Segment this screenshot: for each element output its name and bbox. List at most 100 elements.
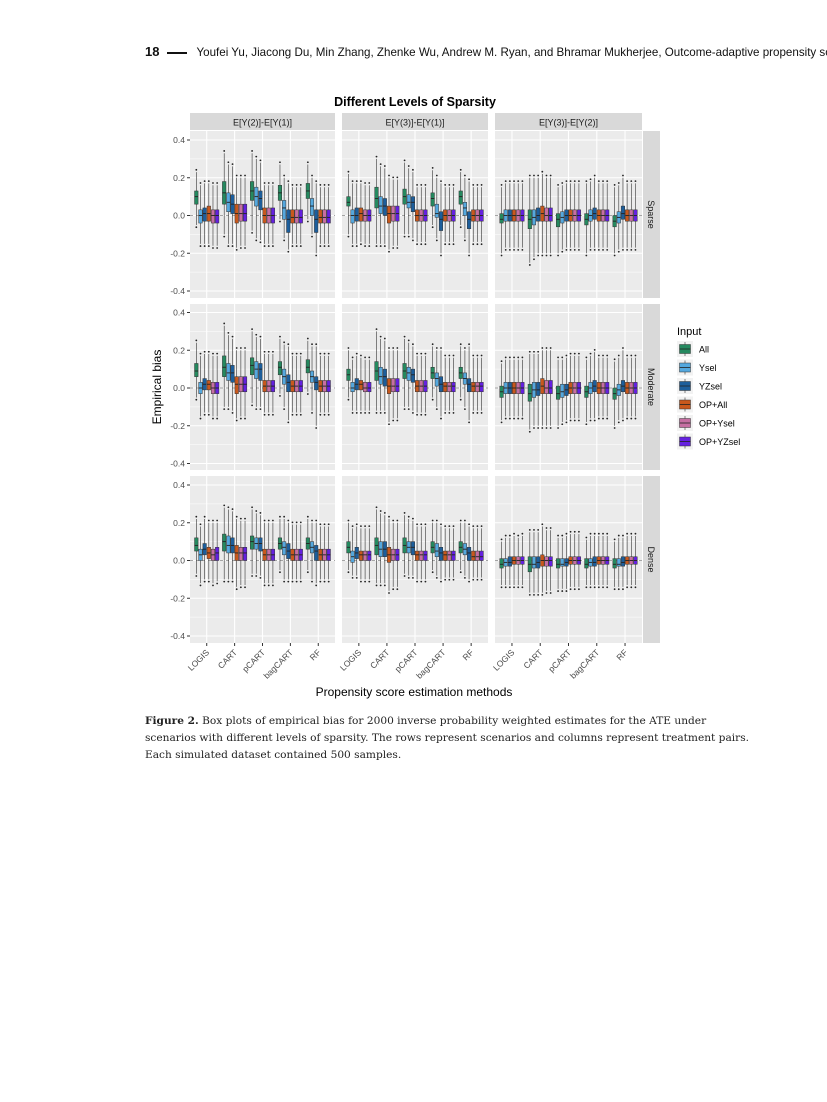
outlier-point xyxy=(420,580,423,583)
box-yzsel-pcart xyxy=(258,190,263,211)
outlier-point xyxy=(435,347,438,349)
box-ysel-bagcart xyxy=(282,200,287,220)
outlier-point xyxy=(416,413,418,416)
outlier-point xyxy=(327,184,330,186)
outlier-point xyxy=(480,243,483,246)
y-tick-label: 0.0 xyxy=(173,383,185,393)
outlier-point xyxy=(368,182,371,184)
outlier-point xyxy=(323,523,326,526)
outlier-point xyxy=(517,248,520,251)
outlier-point xyxy=(407,408,410,411)
outlier-point xyxy=(368,580,371,583)
box-ysel-pcart xyxy=(560,558,565,567)
outlier-point xyxy=(521,417,524,420)
outlier-point xyxy=(424,184,427,186)
box-op-ysel-bagcart xyxy=(294,209,299,224)
outlier-point xyxy=(444,525,447,528)
box-yzsel-pcart xyxy=(258,537,263,552)
outlier-point xyxy=(452,184,455,186)
outlier-point xyxy=(557,427,559,429)
outlier-point xyxy=(593,248,596,251)
outlier-point xyxy=(195,575,198,577)
outlier-point xyxy=(500,421,503,424)
outlier-point xyxy=(379,584,382,587)
outlier-point xyxy=(251,231,253,234)
outlier-point xyxy=(626,248,629,251)
outlier-point xyxy=(255,575,258,577)
box-yzsel-rf xyxy=(467,547,472,561)
outlier-point xyxy=(195,515,198,518)
outlier-point xyxy=(315,343,318,346)
outlier-point xyxy=(360,412,362,414)
outlier-point xyxy=(251,575,253,577)
outlier-point xyxy=(407,515,410,518)
outlier-point xyxy=(383,512,386,514)
outlier-point xyxy=(561,182,564,184)
outlier-point xyxy=(272,182,274,184)
outlier-point xyxy=(351,356,354,359)
box-op-ysel-cart xyxy=(544,556,549,567)
outlier-point xyxy=(480,525,483,528)
outlier-point xyxy=(216,182,219,184)
box-all-logis xyxy=(499,558,504,569)
outlier-point xyxy=(291,521,294,524)
outlier-point xyxy=(521,356,524,359)
outlier-point xyxy=(541,427,544,429)
outlier-point xyxy=(630,180,633,183)
outlier-point xyxy=(597,248,600,251)
outlier-point xyxy=(630,532,633,535)
outlier-point xyxy=(355,576,358,579)
box-ysel-bagcart xyxy=(434,203,439,218)
outlier-point xyxy=(528,264,531,266)
outlier-point xyxy=(431,398,434,401)
outlier-point xyxy=(573,248,576,251)
outlier-point xyxy=(351,412,354,414)
outlier-point xyxy=(319,523,322,526)
outlier-point xyxy=(606,248,609,251)
outlier-point xyxy=(239,347,242,349)
outlier-point xyxy=(573,352,576,355)
outlier-point xyxy=(480,354,483,357)
y-tick-label: 0.4 xyxy=(173,308,185,318)
outlier-point xyxy=(622,174,624,177)
outlier-point xyxy=(440,347,442,349)
outlier-point xyxy=(606,354,609,357)
outlier-point xyxy=(379,412,382,414)
outlier-point xyxy=(440,180,442,183)
outlier-point xyxy=(565,590,568,592)
outlier-point xyxy=(476,412,479,414)
box-op-yzsel-rf xyxy=(479,382,484,393)
facet-label-column: E[Y(3)]-E[Y(1)] xyxy=(385,118,444,128)
outlier-point xyxy=(199,523,202,526)
box-ysel-logis xyxy=(198,209,203,224)
box-yzsel-cart xyxy=(536,382,541,396)
outlier-point xyxy=(239,586,242,589)
outlier-point xyxy=(231,412,234,414)
caption-text: Box plots of empirical bias for 2000 inv… xyxy=(145,715,750,761)
outlier-point xyxy=(212,352,214,355)
outlier-point xyxy=(626,586,629,589)
outlier-point xyxy=(569,352,572,355)
legend-label: OP+YZsel xyxy=(699,437,740,447)
outlier-point xyxy=(500,538,503,541)
caption-label: Figure 2. xyxy=(145,715,199,727)
outlier-point xyxy=(459,168,462,171)
box-all-logis xyxy=(194,190,199,205)
outlier-point xyxy=(573,588,576,591)
outlier-point xyxy=(407,235,410,238)
outlier-point xyxy=(557,590,559,592)
outlier-point xyxy=(272,584,274,587)
outlier-point xyxy=(517,417,520,420)
outlier-point xyxy=(299,184,302,186)
box-op-all-logis xyxy=(358,380,363,391)
outlier-point xyxy=(424,580,427,583)
outlier-point xyxy=(452,525,455,528)
y-tick-label: 0.0 xyxy=(173,556,185,566)
x-tick-label: bagCART xyxy=(568,647,601,680)
outlier-point xyxy=(545,592,548,594)
outlier-point xyxy=(435,408,438,411)
outlier-point xyxy=(464,576,466,579)
box-op-ysel-bagcart xyxy=(447,550,452,561)
box-op-all-bagcart xyxy=(290,209,295,224)
outlier-point xyxy=(279,220,281,223)
